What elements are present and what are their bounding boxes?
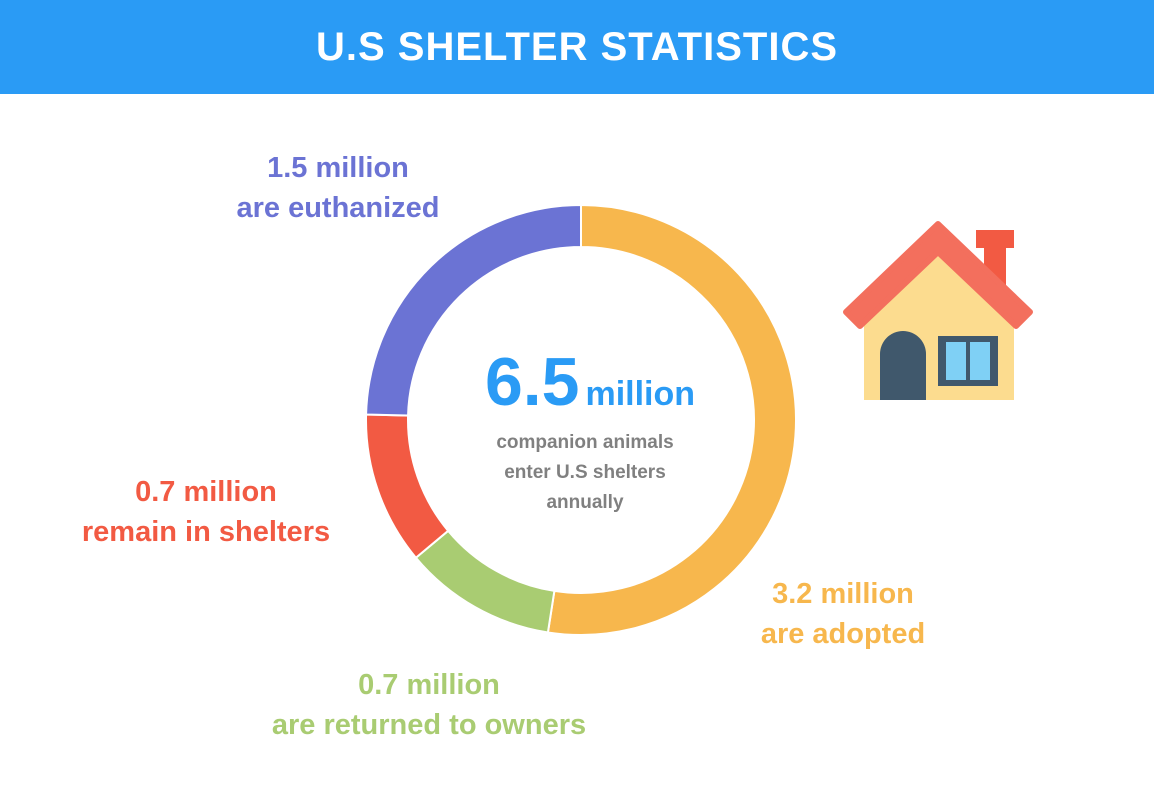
center-caption-line-1: companion animals: [496, 432, 674, 453]
adopted-category-label: are adopted: [760, 618, 926, 650]
house-icon: [843, 221, 1033, 400]
label-adopted: 3.2 million are adopted: [728, 574, 958, 654]
house-chimney-cap: [976, 230, 1014, 248]
adopted-value-label: 3.2 million: [772, 578, 914, 610]
donut-slice-adopted: [546, 203, 797, 636]
remain-category-label: remain in shelters: [81, 516, 331, 548]
donut-slice-remain: [365, 413, 450, 560]
label-returned: 0.7 million are returned to owners: [224, 665, 634, 745]
center-caption: companion animals enter U.S shelters ann…: [455, 428, 715, 518]
returned-category-label: are returned to owners: [271, 709, 587, 741]
euthanized-value-label: 1.5 million: [267, 152, 409, 184]
house-door: [880, 331, 926, 400]
page-title: U.S SHELTER STATISTICS: [315, 24, 839, 69]
donut-slice-euthanized: [365, 203, 582, 417]
center-caption-line-2: enter U.S shelters: [504, 462, 666, 483]
header-banner: U.S SHELTER STATISTICS: [0, 0, 1154, 94]
house-window-pane-left: [946, 342, 966, 380]
euthanized-category-label: are euthanized: [236, 192, 440, 224]
center-total-unit: million: [585, 375, 696, 413]
center-total: 6.5 million: [440, 342, 740, 422]
center-total-value: 6.5: [484, 344, 580, 420]
house-roof: [843, 221, 1033, 329]
label-remain: 0.7 million remain in shelters: [46, 472, 366, 552]
center-caption-line-3: annually: [546, 492, 624, 513]
house-window-pane-right: [970, 342, 990, 380]
label-euthanized: 1.5 million are euthanized: [198, 148, 478, 228]
returned-value-label: 0.7 million: [358, 669, 500, 701]
donut-slice-returned: [414, 529, 556, 634]
remain-value-label: 0.7 million: [135, 476, 277, 508]
